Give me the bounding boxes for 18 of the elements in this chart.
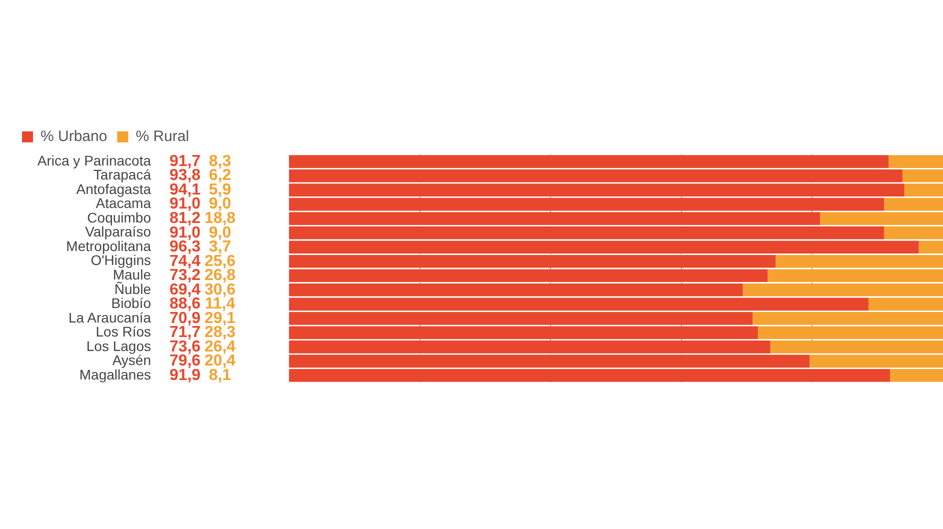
- y-tick-label: Los Ríos: [96, 324, 151, 340]
- y-tick-label: Antofagasta: [76, 180, 152, 197]
- y-tick-label: Ñuble: [114, 280, 152, 297]
- y-tick-label: Biobío: [111, 295, 152, 312]
- data-label: 91,0: [169, 224, 201, 242]
- y-tick-label: La Araucanía: [68, 309, 152, 326]
- data-label: 9,0: [208, 224, 232, 242]
- legend-label: % Rural: [136, 128, 190, 146]
- y-tick-label: Arica y Parinacota: [37, 152, 152, 168]
- legend-label: % Urbano: [40, 128, 108, 146]
- y-tick-label: Metropolitana: [66, 238, 152, 254]
- y-tick-label: O'Higgins: [90, 252, 151, 268]
- y-tick-label: Los Lagos: [86, 338, 151, 354]
- y-tick-label: Valparaíso: [85, 224, 152, 240]
- y-tick-label: Tarapacá: [93, 166, 152, 183]
- data-label: 8,3: [208, 152, 232, 170]
- data-label: 91,7: [169, 152, 201, 170]
- y-tick-label: Coquimbo: [87, 209, 152, 226]
